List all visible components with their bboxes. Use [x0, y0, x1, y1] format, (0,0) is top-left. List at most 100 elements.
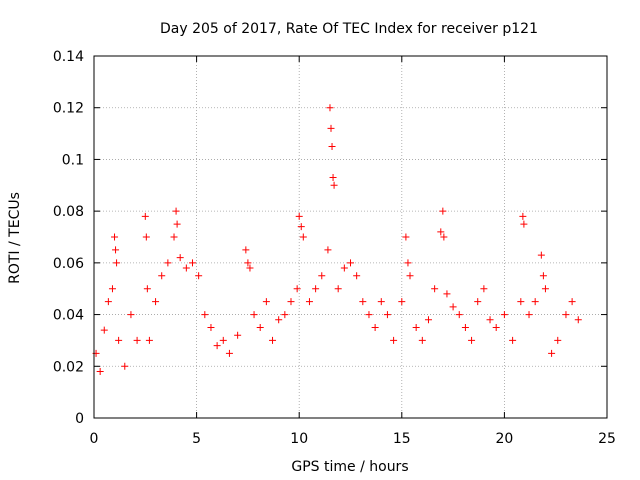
- data-point: [299, 233, 307, 241]
- y-tick-label: 0.12: [53, 101, 84, 117]
- data-point: [525, 311, 533, 319]
- data-point: [365, 311, 373, 319]
- data-point: [188, 259, 196, 267]
- data-point: [531, 298, 539, 306]
- data-point: [246, 264, 254, 272]
- data-point: [568, 298, 576, 306]
- data-point: [172, 207, 180, 215]
- data-point: [359, 298, 367, 306]
- data-point: [562, 311, 570, 319]
- data-point: [486, 316, 494, 324]
- data-point: [133, 336, 141, 344]
- data-point: [418, 336, 426, 344]
- data-point: [330, 181, 338, 189]
- y-tick-label: 0: [75, 411, 84, 427]
- data-point: [158, 272, 166, 280]
- data-point: [455, 311, 463, 319]
- plot-frame: [93, 55, 608, 419]
- x-axis-label: GPS time / hours: [291, 459, 408, 475]
- data-point: [115, 336, 123, 344]
- data-point: [164, 259, 172, 267]
- data-point: [173, 220, 181, 228]
- data-point: [295, 212, 303, 220]
- data-point: [329, 174, 337, 182]
- data-point: [383, 311, 391, 319]
- data-point: [440, 233, 448, 241]
- data-point: [121, 362, 129, 370]
- y-tick-label: 0.02: [53, 359, 84, 375]
- data-point: [324, 246, 332, 254]
- y-tick-label: 0.06: [53, 256, 84, 272]
- data-point: [170, 233, 178, 241]
- data-point: [537, 251, 545, 259]
- data-point: [111, 233, 119, 241]
- data-point: [195, 272, 203, 280]
- y-tick-label: 0.08: [53, 204, 84, 220]
- data-point: [142, 233, 150, 241]
- y-axis-label: ROTI / TECUs: [7, 192, 23, 284]
- data-point: [213, 342, 221, 350]
- y-tick-label: 0.04: [53, 308, 84, 324]
- data-point: [492, 324, 500, 331]
- data-point: [256, 324, 264, 331]
- data-point: [574, 316, 582, 324]
- data-point: [340, 264, 348, 272]
- data-point: [104, 298, 112, 306]
- data-point: [424, 316, 432, 324]
- data-point: [275, 316, 283, 324]
- chart-title: Day 205 of 2017, Rate Of TEC Index for r…: [160, 21, 538, 37]
- data-point: [328, 143, 336, 150]
- data-point: [519, 212, 527, 220]
- data-point: [201, 311, 209, 319]
- data-point: [517, 298, 525, 306]
- data-point: [262, 298, 270, 306]
- data-point: [500, 311, 508, 319]
- y-tick-label: 0.1: [62, 152, 84, 168]
- data-point: [439, 207, 447, 215]
- data-point: [449, 303, 457, 311]
- data-point: [412, 324, 420, 331]
- grid-lines: [94, 56, 607, 418]
- data-point: [398, 298, 406, 306]
- data-point: [176, 254, 184, 262]
- data-point: [509, 336, 517, 344]
- data-point: [141, 212, 149, 220]
- data-point: [269, 336, 277, 344]
- data-point: [293, 285, 301, 293]
- data-point: [327, 124, 335, 132]
- data-point: [474, 298, 482, 306]
- data-point: [305, 298, 313, 306]
- data-point: [242, 246, 250, 254]
- y-tick-label: 0.14: [53, 49, 84, 65]
- x-tick-label: 20: [495, 431, 513, 447]
- data-point: [520, 220, 528, 228]
- x-tick-label: 5: [192, 431, 201, 447]
- data-point: [297, 223, 305, 231]
- data-point: [347, 259, 354, 267]
- data-point: [318, 272, 326, 280]
- data-point: [96, 367, 104, 375]
- data-point: [244, 259, 252, 267]
- data-point: [108, 285, 116, 293]
- data-point: [234, 331, 242, 339]
- data-point: [127, 311, 135, 319]
- data-point: [334, 285, 342, 293]
- data-point: [548, 349, 556, 357]
- data-point: [207, 324, 215, 331]
- data-point: [480, 285, 488, 293]
- data-point: [326, 104, 334, 112]
- data-point: [431, 285, 439, 293]
- data-point: [554, 336, 562, 344]
- data-point: [402, 233, 410, 241]
- data-point: [143, 285, 151, 293]
- axis-ticks: 0 5 10 15 20 25 0 0.02 0.04 0.06 0.08 0.1 0.12 0.14: [53, 49, 616, 447]
- data-point: [145, 336, 153, 344]
- data-point: [225, 349, 233, 357]
- data-point: [100, 326, 108, 334]
- data-point: [406, 272, 414, 280]
- data-point: [443, 290, 451, 298]
- data-point: [541, 285, 549, 293]
- data-point: [377, 298, 385, 306]
- data-point: [281, 311, 289, 319]
